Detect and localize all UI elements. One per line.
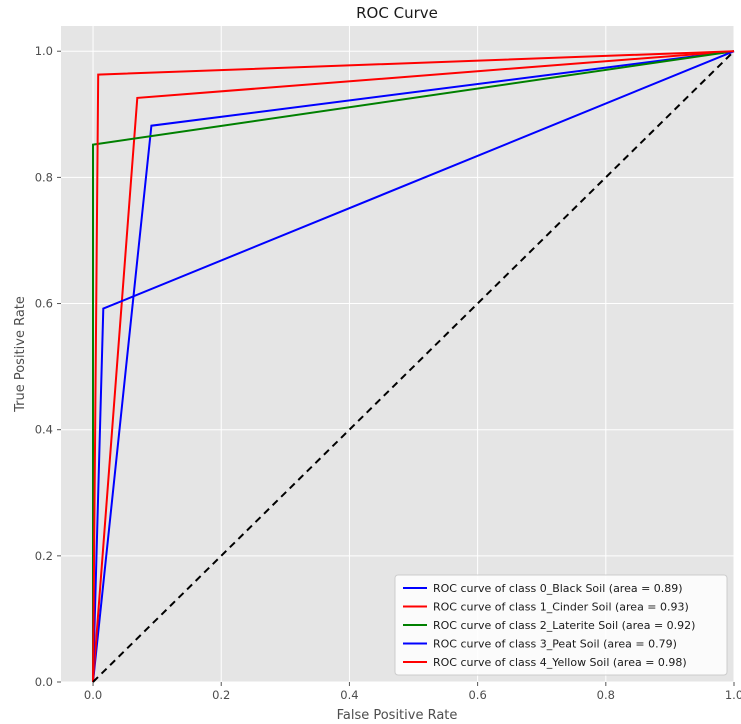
x-tick-label: 0.2	[212, 688, 230, 702]
legend-label-1: ROC curve of class 1_Cinder Soil (area =…	[433, 601, 689, 614]
series-layer	[92, 50, 735, 683]
legend-label-2: ROC curve of class 2_Laterite Soil (area…	[433, 619, 695, 632]
legend-box	[394, 574, 728, 676]
chart-title: ROC Curve	[356, 4, 438, 22]
y-tick-label: 1.0	[35, 44, 53, 58]
plot-area	[61, 26, 734, 682]
legend-label-3: ROC curve of class 3_Peat Soil (area = 0…	[433, 638, 677, 651]
x-tick-label: 0.8	[597, 688, 615, 702]
y-axis-label: True Positive Rate	[13, 296, 28, 413]
y-tick-label: 0.0	[35, 675, 53, 689]
roc-series-line-4	[92, 50, 735, 683]
roc-series-line-2	[92, 50, 735, 682]
legend: ROC curve of class 0_Black Soil (area = …	[394, 574, 728, 676]
y-tick-label: 0.2	[35, 549, 53, 563]
x-tick-label: 0.4	[340, 688, 358, 702]
roc-series-line-0	[92, 50, 735, 683]
legend-label-0: ROC curve of class 0_Black Soil (area = …	[433, 582, 683, 595]
ticks: 0.0 0.2 0.4 0.6 0.8 1.0 0.0 0.2 0.4 0.6 0.8 1.0	[35, 44, 741, 702]
x-axis-label: False Positive Rate	[337, 708, 458, 723]
reference-diagonal-line	[92, 50, 735, 683]
grid	[61, 26, 735, 683]
x-tick-label: 0.0	[84, 688, 102, 702]
roc-series-line-1	[92, 50, 735, 683]
y-tick-label: 0.8	[35, 170, 53, 184]
legend-label-4: ROC curve of class 4_Yellow Soil (area =…	[433, 656, 687, 669]
roc-series-line-3	[92, 50, 735, 683]
x-tick-label: 0.6	[468, 688, 486, 702]
y-tick-label: 0.6	[35, 297, 53, 311]
y-tick-label: 0.4	[35, 423, 53, 437]
x-tick-label: 1.0	[725, 688, 741, 702]
